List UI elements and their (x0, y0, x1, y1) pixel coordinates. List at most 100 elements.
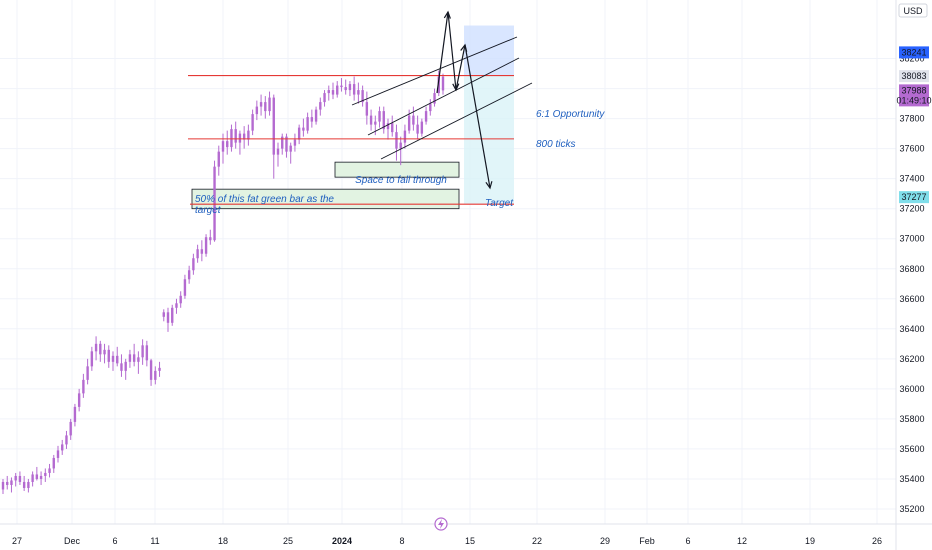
candle-body (204, 237, 208, 254)
candle-body (149, 360, 153, 380)
currency-button[interactable] (898, 3, 928, 18)
candle-body (429, 103, 432, 112)
currency-label: USD (903, 6, 923, 16)
channel-line[interactable] (351, 36, 518, 106)
candle-body (272, 97, 275, 155)
candle-body (297, 127, 301, 140)
candle-body (378, 111, 381, 122)
candle-body (285, 136, 288, 152)
candle-body (420, 121, 424, 134)
x-tick-label: 6 (112, 536, 117, 546)
candle-body (18, 475, 22, 482)
candle-body (302, 127, 305, 131)
candle-body (374, 121, 377, 125)
y-tick-label: 37400 (899, 174, 924, 184)
candle-body (306, 117, 309, 131)
candle-body (209, 237, 212, 241)
candle-body (145, 345, 149, 361)
x-tick-label: 8 (399, 536, 404, 546)
candle-body (221, 141, 225, 152)
x-tick-label: 15 (465, 536, 475, 546)
y-tick-label: 36600 (899, 294, 924, 304)
space-zone[interactable] (334, 161, 460, 178)
price-badge-mid (899, 70, 929, 83)
candle-body (171, 307, 174, 323)
arrow-head-target (485, 181, 493, 190)
candle-body (116, 355, 119, 364)
x-tick-label: 2024 (332, 536, 352, 546)
candle-body (352, 84, 356, 95)
y-tick-label: 36000 (899, 384, 924, 394)
lightning-glyph-icon (438, 519, 444, 529)
candle-body (31, 474, 34, 482)
candle-body (331, 90, 335, 95)
price-badge-top (899, 46, 929, 59)
candle-body (340, 85, 343, 88)
x-tick-label: Dec (64, 536, 81, 546)
candle-body (234, 129, 237, 143)
candle-body (27, 481, 30, 488)
candle-body (99, 343, 102, 355)
candle-body (407, 115, 411, 131)
candle-body (348, 84, 352, 91)
x-tick-label: 25 (283, 536, 293, 546)
candle-body (323, 93, 326, 103)
price-badge-countdown: 01:49:10 (896, 95, 931, 105)
candle-body (251, 114, 254, 131)
candle-body (289, 145, 292, 152)
channel-line[interactable] (367, 57, 520, 136)
candle-body (399, 142, 402, 149)
candle-body (242, 133, 246, 140)
opportunity-annotation: 6:1 Opportunity (536, 109, 605, 120)
candle-body (403, 130, 407, 143)
x-tick-label: 12 (737, 536, 747, 546)
candle-body (137, 357, 140, 362)
candle-body (344, 87, 347, 91)
candle-body (141, 345, 144, 358)
price-badge-label: 38241 (901, 47, 926, 57)
y-tick-label: 37200 (899, 204, 924, 214)
y-tick-label: 37800 (899, 114, 924, 124)
x-tick-label: 26 (872, 536, 882, 546)
candle-body (255, 106, 259, 115)
price-badge-label: 37988 (901, 85, 926, 95)
candle-body (310, 117, 314, 122)
candle-body (162, 312, 165, 317)
candle-body (179, 295, 182, 304)
candle-body (319, 102, 322, 110)
arrow-head-up (443, 10, 451, 19)
candle-body (175, 303, 178, 308)
candle-body (166, 312, 170, 323)
y-tick-label: 36200 (899, 354, 924, 364)
candle-body (327, 90, 330, 94)
y-tick-label: 35600 (899, 444, 924, 454)
y-tick-label: 35200 (899, 504, 924, 514)
channel-line[interactable] (380, 82, 533, 160)
candle-body (111, 355, 115, 362)
fat-bar-annotation-line2: target (195, 205, 222, 216)
candle-body (65, 435, 68, 445)
candle-body (433, 93, 436, 104)
price-badge-label: 37277 (901, 192, 926, 202)
candle-body (120, 363, 123, 371)
stop-zone (464, 25, 514, 76)
x-tick-label: 19 (805, 536, 815, 546)
candle-body (103, 349, 106, 355)
y-tick-label: 35800 (899, 414, 924, 424)
y-tick-label: 37600 (899, 144, 924, 154)
price-badge-current (899, 84, 929, 107)
y-tick-label: 38200 (899, 54, 924, 64)
candle-body (196, 249, 199, 259)
candle-body (281, 136, 284, 149)
candle-body (259, 102, 263, 107)
price-badge-target (899, 191, 929, 204)
candle-body (183, 279, 187, 296)
price-badge-label: 38083 (901, 71, 926, 81)
y-tick-label: 36400 (899, 324, 924, 334)
candle-body (154, 370, 157, 380)
candle-body (14, 475, 17, 481)
candle-body (61, 444, 64, 451)
candle-body (48, 468, 51, 473)
ticks-annotation: 800 ticks (536, 139, 575, 150)
